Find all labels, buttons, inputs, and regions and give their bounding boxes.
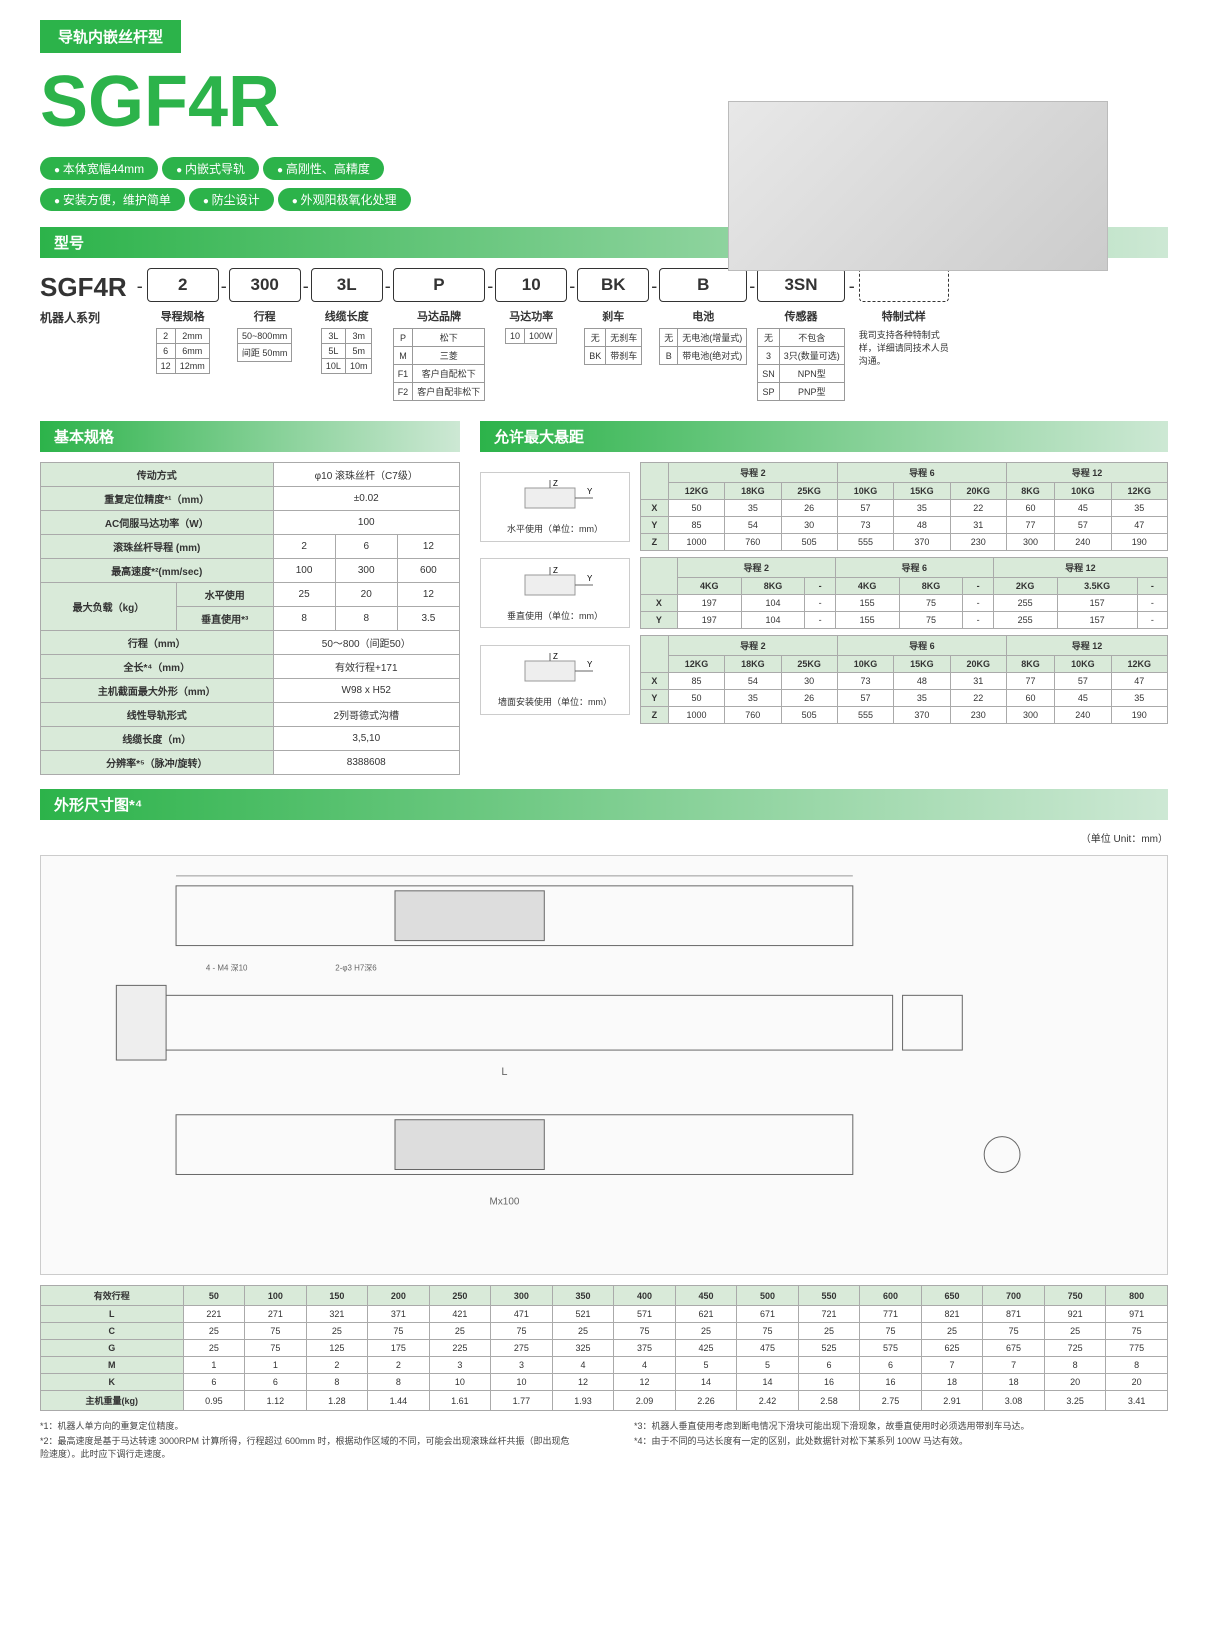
model-col-label: 导程规格 <box>147 308 219 324</box>
option-table: 无无电池(增量式)B带电池(绝对式) <box>659 328 747 365</box>
spec-table: 传动方式φ10 滚珠丝杆（C7级）重复定位精度*¹（mm）±0.02AC伺服马达… <box>40 462 460 775</box>
model-box: P <box>393 268 486 302</box>
dimension-drawing: L Mx100 4 - M4 深10 2-φ3 H7深6 <box>40 855 1168 1275</box>
overhang-diagram: YZ水平使用（单位：mm） <box>480 472 630 542</box>
model-box: B <box>659 268 747 302</box>
section-spec: 基本规格 <box>40 421 460 452</box>
product-image <box>728 101 1108 271</box>
svg-text:Z: Z <box>553 652 558 661</box>
feature-pill: 安装方便，维护简单 <box>40 188 185 211</box>
footnotes: *1：机器人单方向的重复定位精度。 *2：最高速度是基于马达转速 3000RPM … <box>40 1419 1168 1462</box>
header-badge: 导轨内嵌丝杆型 <box>40 20 181 53</box>
option-table: 无不包含33只(数量可选)SNNPN型SPPNP型 <box>757 328 845 401</box>
model-col-label: 传感器 <box>757 308 845 324</box>
option-table: 50~800mm间距 50mm <box>237 328 293 362</box>
model-col-label: 电池 <box>659 308 747 324</box>
model-box: 2 <box>147 268 219 302</box>
overhang-table: 导程 2导程 6导程 1212KG18KG25KG10KG15KG20KG8KG… <box>640 635 1168 724</box>
option-table: 3L3m5L5m10L10m <box>321 328 373 374</box>
footnote: *1：机器人单方向的重复定位精度。 <box>40 1419 574 1432</box>
option-table: 无无刹车BK带刹车 <box>584 328 642 365</box>
model-box: BK <box>577 268 649 302</box>
custom-note: 我司支持各种特制式样，详细请同技术人员沟通。 <box>859 328 949 367</box>
model-prefix: SGF4R <box>40 268 133 303</box>
model-box: 3SN <box>757 268 845 302</box>
svg-text:Y: Y <box>587 660 593 669</box>
option-table: P松下M三菱F1客户自配松下F2客户自配非松下 <box>393 328 486 401</box>
custom-label: 特制式样 <box>859 308 949 324</box>
feature-pill: 外观阳极氧化处理 <box>278 188 411 211</box>
svg-text:Y: Y <box>587 574 593 583</box>
model-col-label: 线缆长度 <box>311 308 383 324</box>
overhang-table: 导程 2导程 6导程 124KG8KG-4KG8KG-2KG3.5KG-X197… <box>640 557 1168 629</box>
custom-box <box>859 268 949 302</box>
model-col-label: 行程 <box>229 308 301 324</box>
dim-table: 有效行程501001502002503003504004505005506006… <box>40 1285 1168 1411</box>
model-box: 10 <box>495 268 567 302</box>
footnote: *3：机器人垂直使用考虑到断电情况下滑块可能出现下滑现象，故垂直使用时必须选用带… <box>634 1419 1168 1432</box>
model-col-label: 马达功率 <box>495 308 567 324</box>
footnote: *2：最高速度是基于马达转速 3000RPM 计算所得，行程超过 600mm 时… <box>40 1434 574 1460</box>
dim-unit: （单位 Unit：mm） <box>40 830 1168 845</box>
overhang-diagram: YZ垂直使用（单位：mm） <box>480 558 630 628</box>
section-overhang: 允许最大悬距 <box>480 421 1168 452</box>
series-label: 机器人系列 <box>40 309 133 326</box>
svg-text:Y: Y <box>587 487 593 496</box>
feature-pill: 内嵌式导轨 <box>162 157 259 180</box>
model-row: SGF4R 机器人系列 -2导程规格22mm66mm1212mm-300行程50… <box>40 268 1168 401</box>
overhang-diagram: YZ墙面安装使用（单位：mm） <box>480 645 630 715</box>
footnote: *4：由于不同的马达长度有一定的区别，此处数据针对松下某系列 100W 马达有效… <box>634 1434 1168 1447</box>
feature-pill: 高刚性、高精度 <box>263 157 384 180</box>
model-box: 300 <box>229 268 301 302</box>
svg-text:4 - M4 深10: 4 - M4 深10 <box>206 963 248 972</box>
model-col-label: 马达品牌 <box>393 308 486 324</box>
model-box: 3L <box>311 268 383 302</box>
svg-text:Mx100: Mx100 <box>490 1196 520 1207</box>
svg-text:L: L <box>501 1066 507 1078</box>
overhang-table: 导程 2导程 6导程 1212KG18KG25KG10KG15KG20KG8KG… <box>640 462 1168 551</box>
feature-pill: 防尘设计 <box>189 188 274 211</box>
option-table: 22mm66mm1212mm <box>156 328 210 374</box>
option-table: 10100W <box>505 328 558 344</box>
model-col-label: 刹车 <box>577 308 649 324</box>
svg-text:Z: Z <box>553 566 558 575</box>
feature-pill: 本体宽幅44mm <box>40 157 158 180</box>
section-dim: 外形尺寸图*⁴ <box>40 789 1168 820</box>
svg-text:Z: Z <box>553 479 558 488</box>
svg-text:2-φ3 H7深6: 2-φ3 H7深6 <box>335 963 377 972</box>
